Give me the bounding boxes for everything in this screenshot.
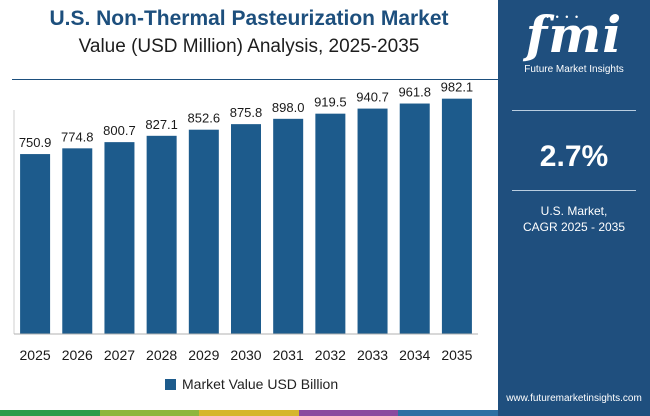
legend-swatch [165,378,176,390]
title-divider [12,79,498,80]
x-tick-2030: 2030 [230,347,261,363]
bar-2028 [146,135,177,334]
logo-dots-decoration: • • • • [546,12,581,22]
bar-2032 [315,113,346,334]
x-tick-2025: 2025 [20,347,51,363]
bar-2025 [20,154,51,334]
data-label-2029: 852.6 [188,111,221,126]
data-label-2028: 827.1 [145,117,178,132]
logo-mark: fmi [525,5,623,64]
x-tick-2033: 2033 [357,347,388,363]
x-tick-2027: 2027 [104,347,135,363]
data-label-2033: 940.7 [356,90,389,105]
x-tick-2028: 2028 [146,347,177,363]
footer-segment [99,410,200,416]
x-tick-2031: 2031 [273,347,304,363]
fmi-logo: • • • • fmi Future Market Insights [510,10,638,82]
panel-divider-top [512,110,636,111]
bar-2027 [104,142,135,334]
legend-label: Market Value USD Billion [182,376,339,392]
side-panel: • • • • fmi Future Market Insights 2.7% … [498,0,650,416]
data-label-2025: 750.9 [19,135,52,150]
logo-company-name: Future Market Insights [524,64,624,75]
bar-2029 [188,129,219,334]
chart-title: U.S. Non-Thermal Pasteurization Market [49,7,449,30]
cagr-label: U.S. Market, CAGR 2025 - 2035 [498,203,650,235]
x-tick-2032: 2032 [315,347,346,363]
x-tick-2034: 2034 [399,347,430,363]
data-label-2034: 961.8 [398,85,431,100]
data-label-2031: 898.0 [272,100,305,115]
x-tick-2029: 2029 [188,347,219,363]
footer-segment [298,410,399,416]
footer-segment [199,410,299,416]
bar-2034 [399,103,430,334]
cagr-label-line1: U.S. Market, [540,204,608,218]
footer-color-bar [0,410,498,416]
footer-segment [0,410,100,416]
bar-2031 [273,118,304,334]
x-tick-2026: 2026 [62,347,93,363]
footer-segment [398,410,498,416]
data-label-2035: 982.1 [441,80,474,95]
bar-2033 [357,108,388,335]
bar-2026 [62,148,93,334]
cagr-label-line2: CAGR 2025 - 2035 [522,220,626,234]
data-label-2032: 919.5 [314,95,347,110]
chart-subtitle: Value (USD Million) Analysis, 2025-2035 [78,36,420,57]
panel-divider-bottom [512,190,636,191]
data-label-2026: 774.8 [61,129,94,144]
chart-title-block: U.S. Non-Thermal Pasteurization Market V… [0,6,498,60]
data-label-2027: 800.7 [103,123,136,138]
cagr-value: 2.7% [539,140,609,173]
data-label-2030: 875.8 [230,105,263,120]
chart-legend: Market Value USD Billion [165,376,338,392]
bar-2035 [441,98,472,335]
bar-2030 [231,124,261,334]
bar-chart: 750.9 2025 774.8 2026 800.7 2027 827.1 2028 852.… [13,80,478,363]
website-link[interactable]: www.futuremarketinsights.com [506,393,642,404]
x-tick-2035: 2035 [441,347,472,363]
